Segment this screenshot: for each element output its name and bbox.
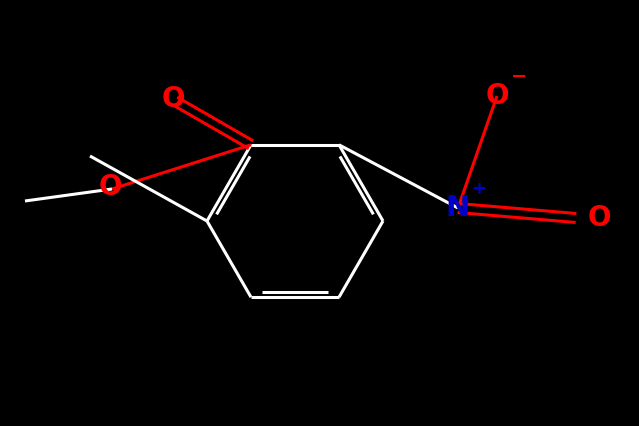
Text: N: N [446, 194, 470, 222]
Text: O: O [485, 82, 509, 110]
Text: +: + [471, 180, 486, 198]
Text: −: − [511, 67, 527, 86]
Text: O: O [98, 173, 122, 201]
Text: O: O [588, 204, 612, 232]
Text: O: O [161, 85, 185, 113]
